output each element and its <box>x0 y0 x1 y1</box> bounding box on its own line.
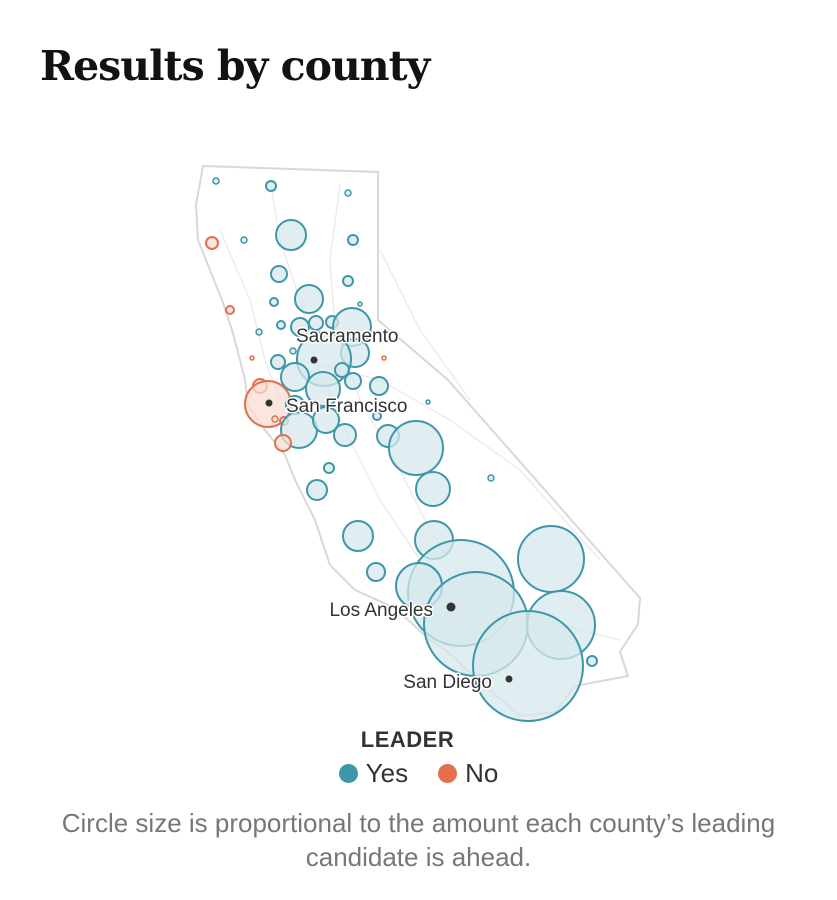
county-bubble-yes <box>425 399 431 405</box>
san-diego-label: San Diego <box>403 672 492 693</box>
california-county-map: Sacramento San Francisco Los Angeles San… <box>194 164 642 722</box>
county-bubble-yes <box>487 474 495 482</box>
legend: Yes No <box>0 758 837 789</box>
yes-swatch-icon <box>338 764 358 783</box>
county-bubble-yes <box>294 284 324 314</box>
county-bubble-yes <box>357 301 363 307</box>
county-bubble-yes <box>275 219 307 251</box>
county-bubble-yes <box>344 189 352 197</box>
sacramento-label: Sacramento <box>296 326 398 347</box>
county-bubble-no <box>249 355 255 361</box>
county-bubble-yes <box>342 520 374 552</box>
legend-label-no: No <box>465 758 499 788</box>
county-bubble-yes <box>366 562 386 582</box>
county-bubble-no <box>274 434 292 452</box>
county-bubble-yes <box>269 297 279 307</box>
los-angeles-dot <box>446 602 456 612</box>
county-bubble-yes <box>255 328 263 336</box>
san-francisco-label: San Francisco <box>286 396 407 417</box>
county-bubble-yes <box>265 180 277 192</box>
county-bubble-yes <box>334 362 350 378</box>
county-bubbles <box>205 177 598 722</box>
county-bubble-yes <box>289 347 297 355</box>
county-bubble-no <box>225 305 235 315</box>
san-francisco-dot <box>265 399 273 407</box>
county-bubble-yes <box>290 317 310 337</box>
county-bubble-yes <box>517 525 585 593</box>
caption: Circle size is proportional to the amoun… <box>61 808 776 872</box>
county-bubble-yes <box>270 265 288 283</box>
no-swatch-icon <box>438 764 458 783</box>
legend-item-no: No <box>438 758 498 789</box>
sacramento-dot <box>310 356 318 364</box>
county-bubble-yes <box>333 423 357 447</box>
legend-title: LEADER <box>360 727 455 752</box>
county-bubble-yes <box>240 236 248 244</box>
county-bubble-yes <box>344 372 362 390</box>
los-angeles-label: Los Angeles <box>329 600 433 621</box>
legend-item-yes: Yes <box>338 758 409 789</box>
county-bubble-yes <box>342 275 354 287</box>
county-bubble-no <box>381 355 387 361</box>
county-bubble-yes <box>472 610 584 722</box>
county-bubble-yes <box>308 315 324 331</box>
county-bubble-yes <box>323 462 335 474</box>
county-bubble-yes <box>305 371 341 407</box>
legend-label-yes: Yes <box>365 758 409 788</box>
county-bubble-yes <box>369 376 389 396</box>
san-diego-dot <box>505 675 513 683</box>
page-title: Results by county <box>40 42 430 90</box>
county-bubble-yes <box>347 234 359 246</box>
county-bubble-yes <box>388 420 444 476</box>
county-bubble-yes <box>372 411 382 421</box>
county-bubble-yes <box>306 479 328 501</box>
county-bubble-yes <box>415 471 451 507</box>
county-bubble-yes <box>280 362 310 392</box>
county-bubble-yes <box>276 320 286 330</box>
county-bubble-yes <box>586 655 598 667</box>
county-bubble-no <box>205 236 219 250</box>
county-bubble-yes <box>312 406 340 434</box>
county-bubble-yes <box>212 177 220 185</box>
county-bubble-no <box>271 415 279 423</box>
city-markers: Sacramento San Francisco Los Angeles San… <box>265 325 513 695</box>
county-bubble-yes <box>270 354 286 370</box>
